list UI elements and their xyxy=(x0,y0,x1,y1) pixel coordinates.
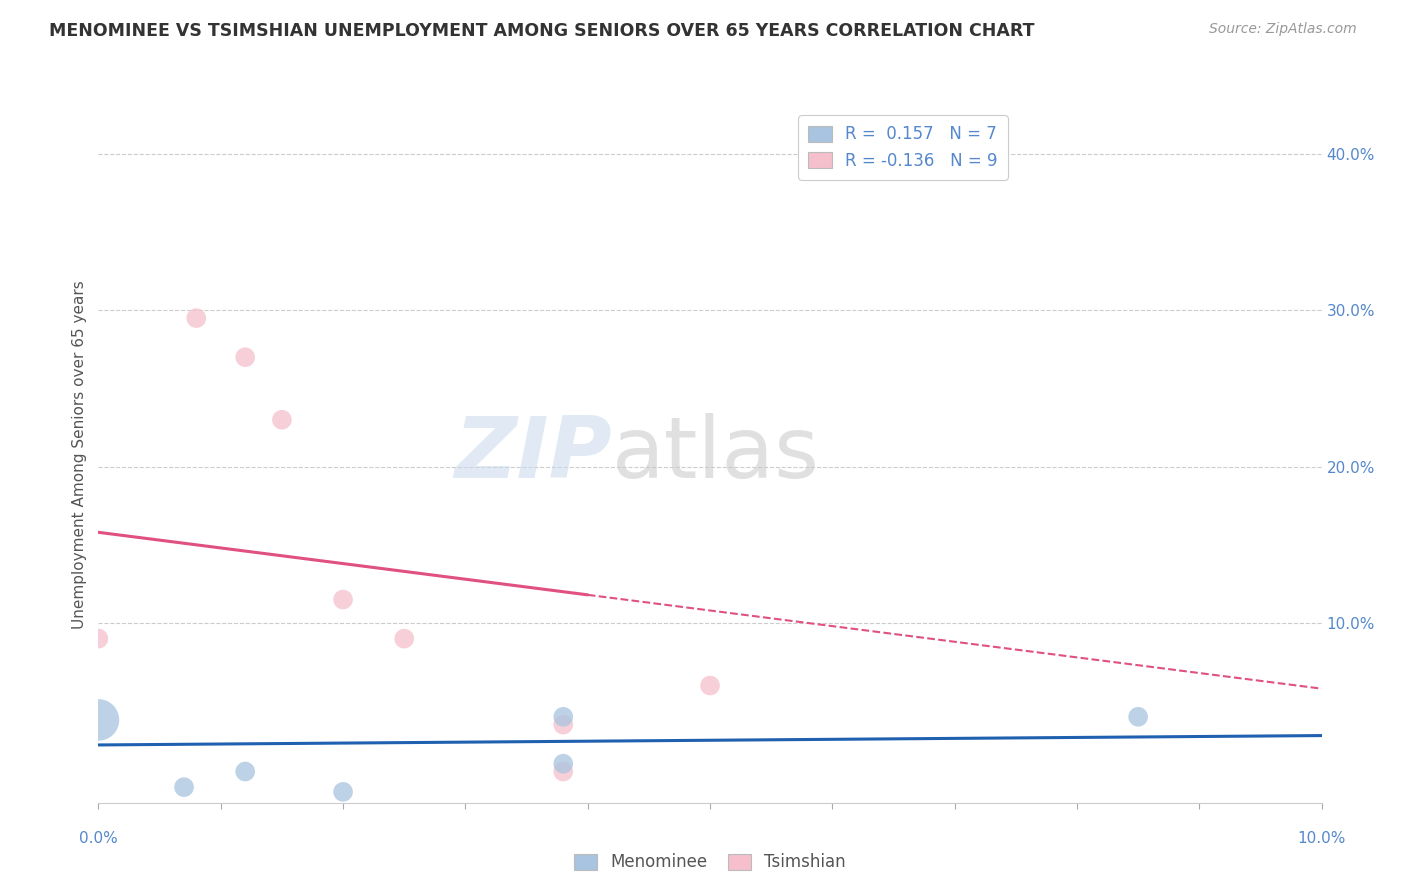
Point xyxy=(233,350,256,364)
Point xyxy=(392,632,416,646)
Point xyxy=(332,785,354,799)
Text: 0.0%: 0.0% xyxy=(79,831,118,846)
Text: ZIP: ZIP xyxy=(454,413,612,497)
Point xyxy=(699,679,721,693)
Point xyxy=(173,780,195,794)
Point xyxy=(87,713,110,727)
Point xyxy=(332,592,354,607)
Point xyxy=(553,756,575,771)
Legend: Menominee, Tsimshian: Menominee, Tsimshian xyxy=(568,847,852,878)
Text: atlas: atlas xyxy=(612,413,820,497)
Text: MENOMINEE VS TSIMSHIAN UNEMPLOYMENT AMONG SENIORS OVER 65 YEARS CORRELATION CHAR: MENOMINEE VS TSIMSHIAN UNEMPLOYMENT AMON… xyxy=(49,22,1035,40)
Point xyxy=(1128,710,1150,724)
Y-axis label: Unemployment Among Seniors over 65 years: Unemployment Among Seniors over 65 years xyxy=(72,281,87,629)
Point xyxy=(553,717,575,731)
Point xyxy=(553,710,575,724)
Point xyxy=(233,764,256,779)
Point xyxy=(553,764,575,779)
Point xyxy=(87,632,110,646)
Text: Source: ZipAtlas.com: Source: ZipAtlas.com xyxy=(1209,22,1357,37)
Point xyxy=(270,413,292,427)
Text: 10.0%: 10.0% xyxy=(1298,831,1346,846)
Point xyxy=(186,311,208,326)
